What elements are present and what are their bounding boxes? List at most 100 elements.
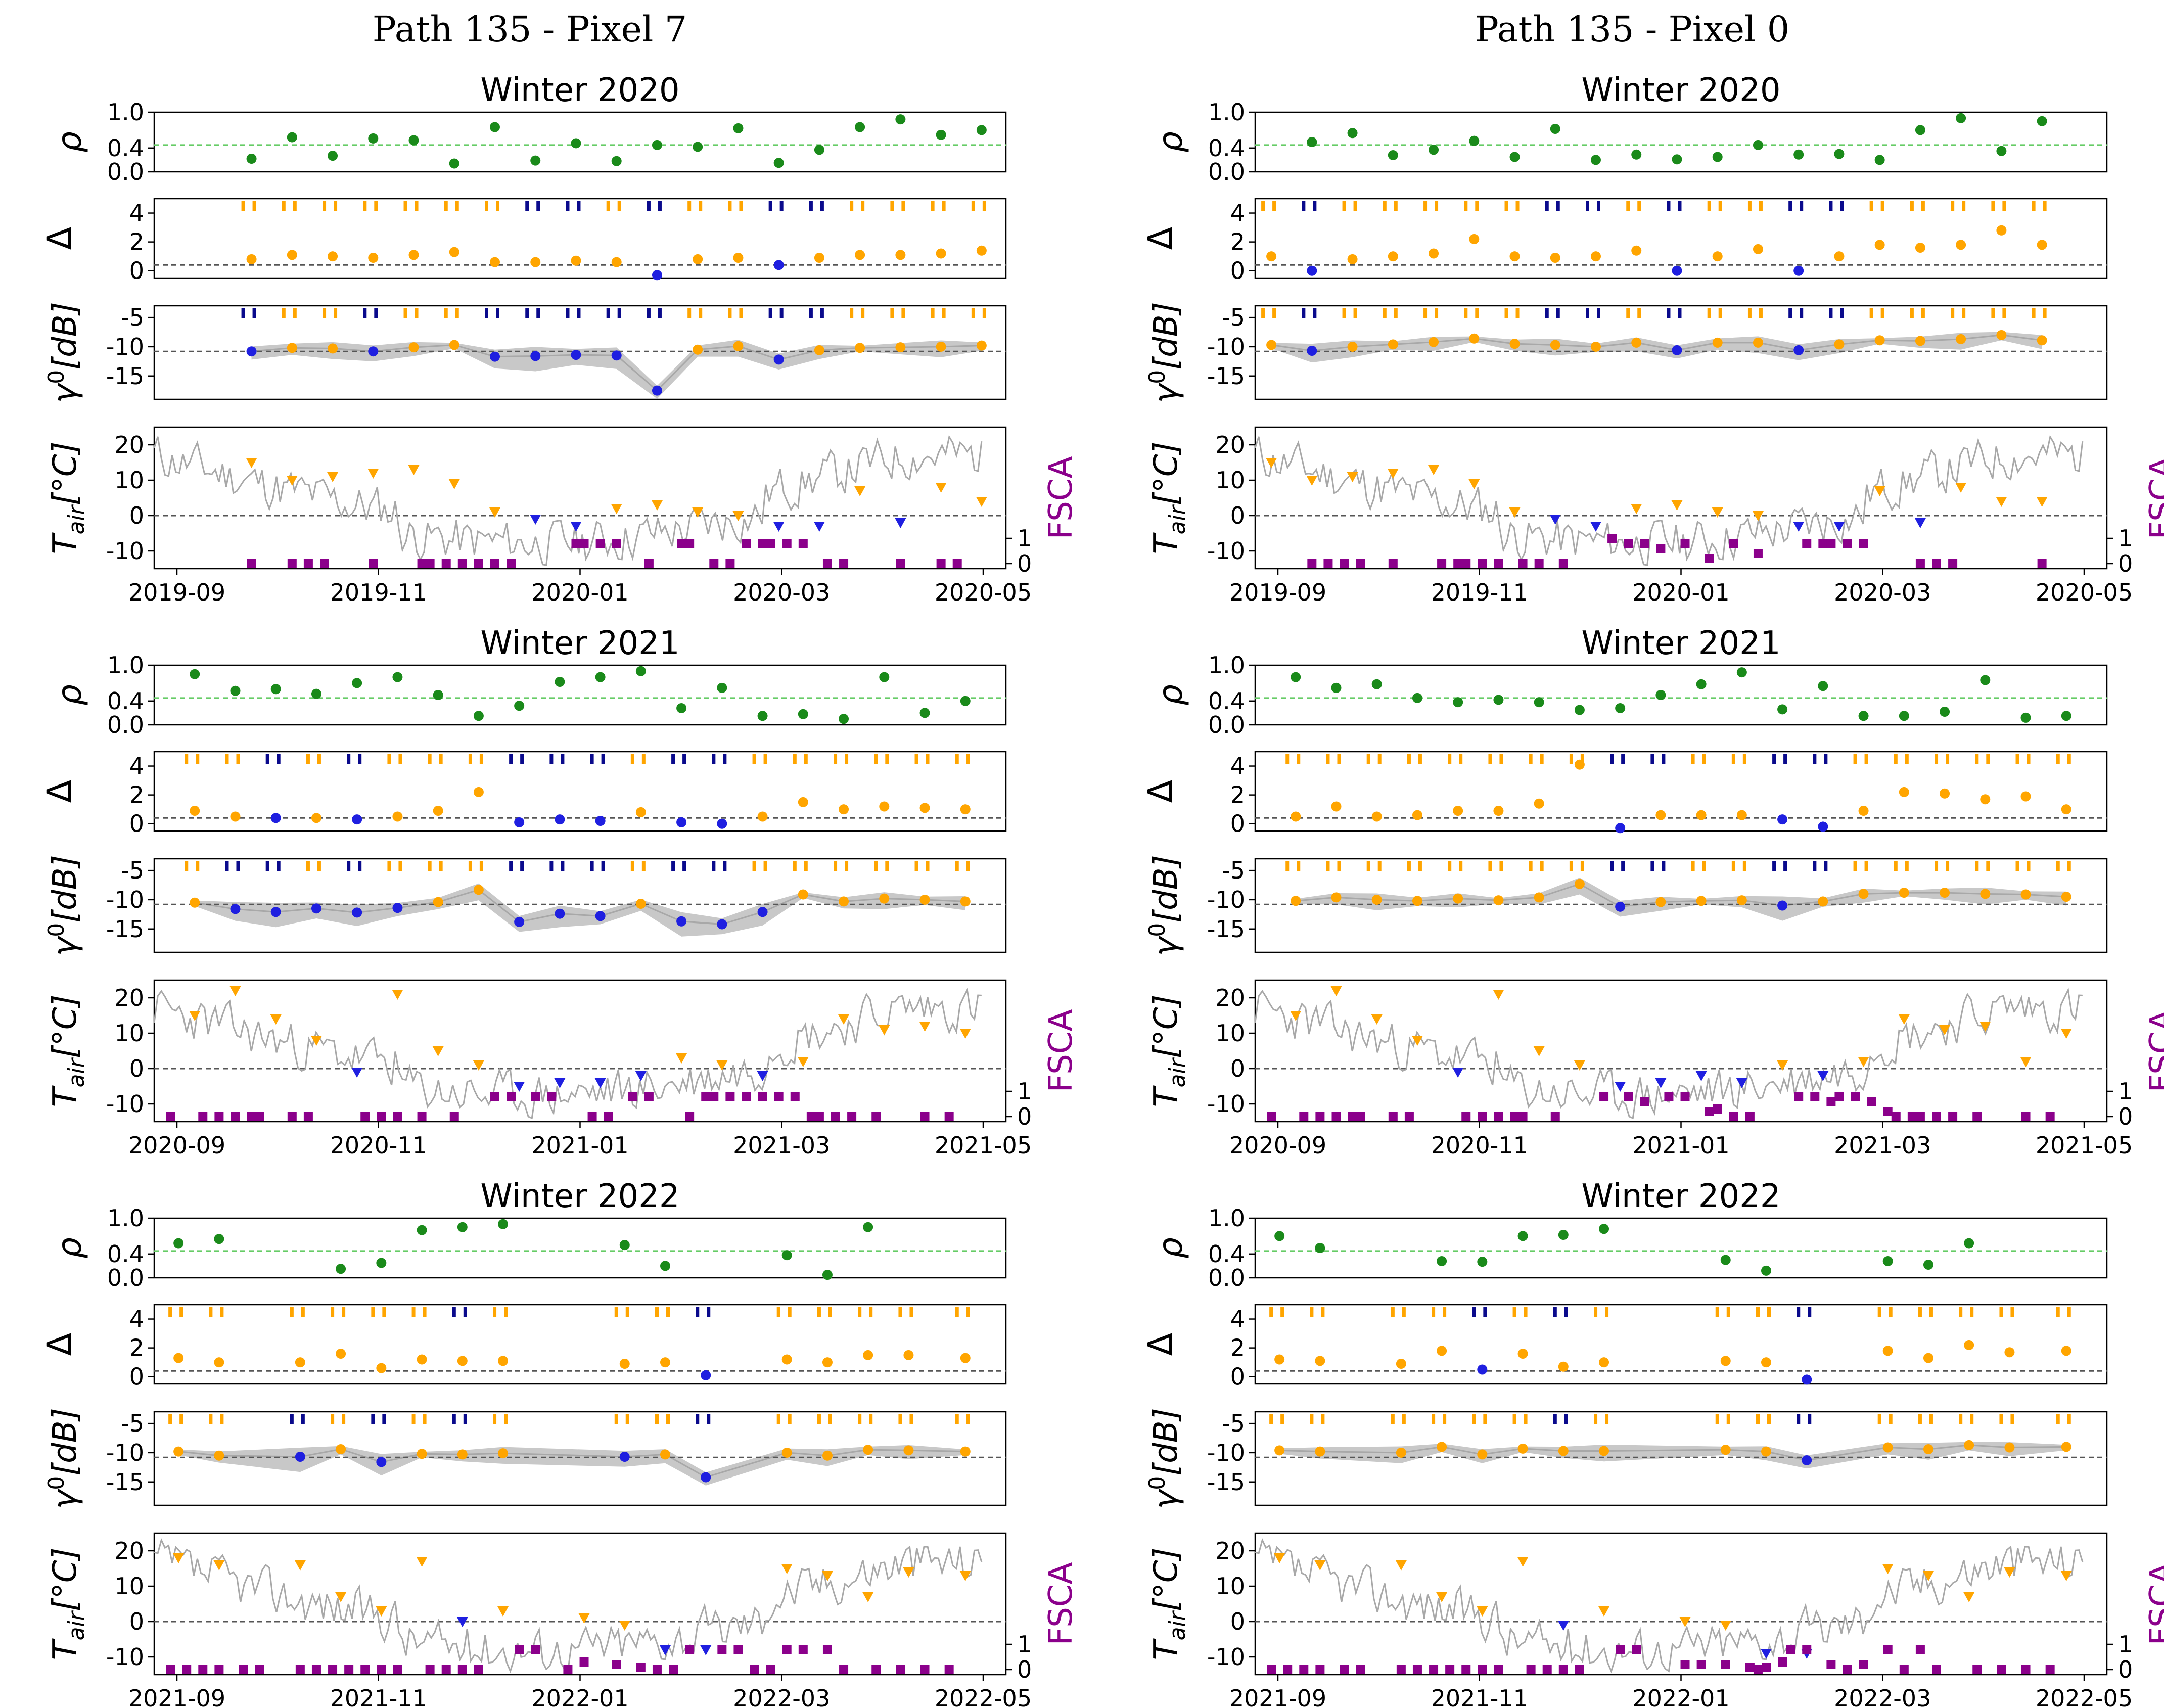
gamma-point bbox=[1453, 893, 1463, 904]
gamma-point bbox=[449, 340, 459, 350]
tair-marker bbox=[1720, 1621, 1731, 1631]
delta-acq-mark bbox=[793, 754, 797, 764]
delta-acq-mark bbox=[788, 1307, 792, 1317]
gamma-acq-mark bbox=[1512, 1414, 1516, 1424]
tair-marker bbox=[773, 522, 785, 532]
gamma-acq-mark bbox=[788, 1414, 792, 1424]
delta-acq-mark bbox=[1813, 754, 1817, 764]
delta-point bbox=[1558, 1361, 1569, 1372]
gamma-acq-mark bbox=[493, 1414, 497, 1424]
delta-acq-mark bbox=[834, 754, 838, 764]
delta-point bbox=[1964, 1340, 1974, 1350]
tair-ytick-label: -10 bbox=[1207, 1643, 1245, 1671]
gamma-acq-mark bbox=[1621, 861, 1625, 871]
tair-ytick-label: -10 bbox=[1207, 537, 1245, 565]
gamma-acq-mark bbox=[1702, 861, 1706, 871]
fsca-marker bbox=[896, 1665, 905, 1674]
gamma-acq-mark bbox=[1310, 1414, 1314, 1424]
rho-point bbox=[1550, 124, 1560, 134]
tair-marker bbox=[1615, 1082, 1626, 1092]
delta-point bbox=[1923, 1353, 1933, 1363]
gamma-acq-mark bbox=[966, 861, 970, 871]
fsca-marker bbox=[685, 1645, 695, 1654]
fsca-marker bbox=[2021, 1665, 2031, 1674]
fsca-marker bbox=[377, 1665, 386, 1674]
delta-acq-mark bbox=[1321, 1307, 1325, 1317]
fsca-ytick-label: 0 bbox=[1017, 550, 1032, 577]
tair-ytick-label: 10 bbox=[1215, 1020, 1245, 1047]
fsca-marker bbox=[1826, 539, 1836, 548]
gamma-ytick-label: -5 bbox=[121, 304, 144, 331]
gamma-label-sup: 0 bbox=[1144, 923, 1170, 937]
gamma-label-sup: 0 bbox=[1144, 370, 1170, 384]
gamma-acq-mark bbox=[536, 308, 540, 318]
gamma-label-unit: [dB] bbox=[47, 1408, 84, 1475]
gamma-ytick-label: -15 bbox=[106, 362, 144, 390]
gamma-acq-mark bbox=[1910, 308, 1914, 318]
tair-marker bbox=[578, 1613, 590, 1624]
gamma-acq-mark bbox=[696, 1414, 700, 1424]
gamma-acq-mark bbox=[1869, 308, 1873, 318]
delta-point bbox=[1291, 811, 1301, 822]
gamma-point bbox=[555, 908, 565, 919]
gamma-point bbox=[733, 341, 744, 351]
delta-acq-mark bbox=[1702, 754, 1706, 764]
gamma-ytick-label: -15 bbox=[106, 915, 144, 943]
delta-acq-mark bbox=[2015, 754, 2019, 764]
delta-point bbox=[1469, 234, 1480, 244]
gamma-point bbox=[1818, 896, 1828, 907]
gamma-point bbox=[1753, 337, 1763, 348]
delta-ytick-label: 0 bbox=[1230, 810, 1245, 838]
delta-acq-mark bbox=[687, 201, 692, 211]
delta-point bbox=[368, 253, 379, 263]
delta-acq-mark bbox=[1435, 201, 1439, 211]
fsca-marker bbox=[1859, 1660, 1868, 1669]
delta-acq-mark bbox=[1905, 754, 1909, 764]
tair-ytick-label: 20 bbox=[1215, 1537, 1245, 1564]
tair-marker bbox=[189, 1011, 201, 1021]
gamma-line bbox=[1271, 334, 2042, 352]
rho-point bbox=[311, 688, 321, 699]
delta-acq-mark bbox=[1326, 754, 1330, 764]
tair-marker bbox=[310, 1036, 322, 1046]
tair-marker bbox=[246, 458, 257, 468]
tair-label-sub: air bbox=[1165, 1610, 1190, 1640]
delta-point bbox=[1615, 823, 1626, 834]
fsca-marker bbox=[1299, 1665, 1309, 1674]
rho-point bbox=[676, 703, 687, 713]
delta-acq-mark bbox=[858, 1307, 862, 1317]
fsca-marker bbox=[2037, 559, 2047, 568]
rho-point bbox=[1753, 140, 1763, 150]
tair-marker bbox=[416, 1557, 428, 1567]
fsca-marker bbox=[612, 539, 621, 548]
delta-acq-mark bbox=[1402, 1307, 1406, 1317]
fsca-ytick-label: 1 bbox=[2118, 525, 2133, 552]
gamma-acq-mark bbox=[1726, 1414, 1730, 1424]
tair-marker bbox=[635, 1071, 647, 1081]
gamma-acq-mark bbox=[1759, 308, 1763, 318]
rho-point bbox=[757, 711, 768, 721]
tair-label-unit: [°C] bbox=[1147, 1548, 1185, 1612]
fsca-marker bbox=[2021, 1112, 2031, 1121]
delta-acq-mark bbox=[398, 754, 402, 764]
delta-point bbox=[652, 270, 662, 281]
gamma-point bbox=[1534, 892, 1544, 903]
delta-point bbox=[1347, 254, 1358, 264]
delta-acq-mark bbox=[1747, 201, 1752, 211]
delta-acq-mark bbox=[1353, 201, 1357, 211]
fsca-marker bbox=[677, 539, 686, 548]
gamma-axes-frame bbox=[153, 305, 1007, 400]
delta-acq-mark bbox=[763, 754, 767, 764]
delta-acq-mark bbox=[982, 201, 986, 211]
fsca-marker bbox=[1461, 559, 1471, 568]
delta-acq-mark bbox=[358, 754, 362, 764]
fsca-marker bbox=[1494, 1112, 1503, 1121]
rho-axes-frame bbox=[153, 664, 1007, 726]
rho-point bbox=[1818, 681, 1828, 691]
tair-ytick-label: 10 bbox=[114, 1573, 144, 1600]
delta-point bbox=[733, 253, 744, 263]
delta-point bbox=[814, 253, 824, 263]
fsca-marker bbox=[798, 1645, 808, 1654]
gamma-acq-mark bbox=[323, 308, 327, 318]
delta-acq-mark bbox=[1946, 754, 1950, 764]
